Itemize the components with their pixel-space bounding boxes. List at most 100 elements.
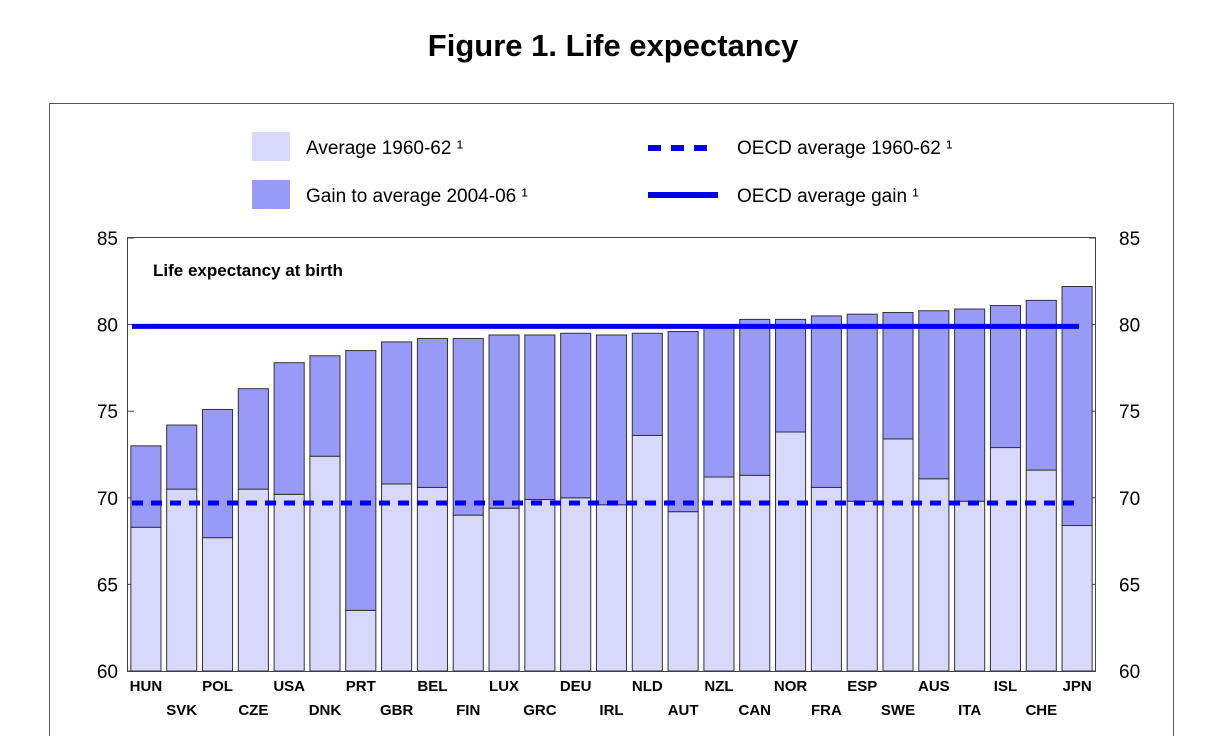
bar-base-nzl	[703, 476, 735, 672]
bar-gain-lux	[488, 334, 520, 509]
x-tick-label-ita: ITA	[958, 702, 981, 719]
y-tick-label-right: 85	[1119, 229, 1140, 250]
bar-base-dnk	[309, 455, 341, 672]
x-tick-label-esp: ESP	[847, 678, 877, 695]
bar-base-gbr	[381, 483, 413, 672]
bar-gain-bel	[416, 337, 448, 488]
bar-gain-irl	[595, 334, 628, 506]
legend-swatch-gain-2004	[252, 180, 290, 209]
bar-gain-cze	[237, 388, 269, 490]
figure-frame	[49, 103, 1174, 736]
bar-gain-gbr	[381, 341, 413, 485]
y-tick-label-left: 65	[97, 575, 118, 596]
bar-base-pol	[201, 537, 234, 672]
reference-lines	[132, 323, 1079, 506]
bar-base-jpn	[1061, 525, 1093, 672]
chart-subtitle: Life expectancy at birth	[153, 261, 343, 280]
x-tick-label-gbr: GBR	[380, 702, 414, 719]
x-tick-label-aut: AUT	[668, 702, 699, 719]
x-tick-label-hun: HUN	[130, 678, 163, 695]
bar-gain-svk	[166, 424, 198, 490]
bar-base-hun	[130, 526, 162, 672]
bar-gain-fin	[452, 337, 484, 516]
bar-gain-can	[739, 318, 771, 476]
x-tick-label-swe: SWE	[881, 702, 915, 719]
bar-base-deu	[560, 497, 592, 672]
bar-base-ita	[954, 500, 986, 672]
x-tick-label-usa: USA	[273, 678, 305, 695]
y-tick-label-right: 75	[1119, 402, 1140, 423]
x-tick-label-aus: AUS	[918, 678, 950, 695]
x-tick-label-fin: FIN	[456, 702, 480, 719]
bar-base-cze	[237, 488, 269, 672]
bars	[130, 285, 1093, 672]
bar-base-irl	[595, 504, 628, 672]
x-tick-label-lux: LUX	[489, 678, 519, 695]
bar-gain-nld	[631, 332, 663, 436]
bar-gain-isl	[989, 305, 1022, 449]
x-tick-label-nld: NLD	[632, 678, 663, 695]
bar-gain-aut	[667, 331, 699, 513]
bar-gain-esp	[846, 313, 878, 502]
x-tick-label-fra: FRA	[811, 702, 842, 719]
x-tick-label-isl: ISL	[994, 678, 1017, 695]
bar-base-isl	[989, 447, 1022, 672]
y-tick-label-left: 75	[97, 402, 118, 423]
bar-base-che	[1025, 469, 1057, 672]
y-tick-label-right: 70	[1119, 489, 1140, 510]
x-tick-label-jpn: JPN	[1062, 678, 1091, 695]
legend-swatch-avg-1960	[252, 132, 290, 161]
bar-base-aut	[667, 511, 699, 672]
y-tick-label-left: 85	[97, 229, 118, 250]
legend-label-oecd-avg-1960: OECD average 1960-62 ¹	[737, 138, 952, 159]
bar-base-can	[739, 474, 771, 672]
bar-base-usa	[273, 493, 305, 672]
bar-gain-nzl	[703, 324, 735, 478]
legend-label-gain-2004: Gain to average 2004-06 ¹	[306, 186, 528, 207]
bar-base-aus	[918, 478, 950, 672]
bar-gain-prt	[345, 350, 377, 611]
x-tick-label-dnk: DNK	[309, 702, 342, 719]
bar-gain-aus	[918, 310, 950, 480]
x-tick-label-grc: GRC	[523, 702, 557, 719]
x-tick-label-deu: DEU	[560, 678, 592, 695]
bar-gain-hun	[130, 445, 162, 528]
legend-label-avg-1960: Average 1960-62 ¹	[306, 138, 463, 159]
figure-title: Figure 1. Life expectancy	[427, 28, 799, 63]
legend: Average 1960-62 ¹ Gain to average 2004-0…	[252, 132, 952, 209]
x-tick-label-nor: NOR	[774, 678, 808, 695]
y-axis-right: 60 65 70 75 80 85	[1089, 229, 1140, 683]
x-tick-label-pol: POL	[202, 678, 233, 695]
bar-base-prt	[345, 609, 377, 672]
x-tick-label-can: CAN	[739, 702, 772, 719]
bar-base-nor	[775, 431, 807, 672]
bar-gain-usa	[273, 362, 305, 495]
x-tick-label-prt: PRT	[346, 678, 376, 695]
y-tick-label-right: 60	[1119, 662, 1140, 683]
y-axis-left: 60 65 70 75 80 85	[97, 229, 134, 683]
x-tick-label-bel: BEL	[417, 678, 447, 695]
y-tick-label-left: 60	[97, 662, 118, 683]
x-tick-label-cze: CZE	[238, 702, 268, 719]
bar-base-fin	[452, 514, 484, 672]
bar-gain-pol	[201, 408, 234, 539]
y-tick-label-left: 70	[97, 489, 118, 510]
bar-gain-nor	[775, 318, 807, 433]
bar-base-nld	[631, 434, 663, 672]
x-tick-label-nzl: NZL	[704, 678, 733, 695]
y-tick-label-right: 65	[1119, 575, 1140, 596]
x-tick-label-che: CHE	[1025, 702, 1057, 719]
bar-gain-fra	[810, 315, 842, 488]
y-tick-label-left: 80	[97, 316, 118, 337]
bar-gain-dnk	[309, 355, 341, 457]
bar-base-esp	[846, 500, 878, 672]
bar-gain-jpn	[1061, 285, 1093, 527]
bar-base-grc	[524, 499, 556, 672]
legend-label-oecd-avg-gain: OECD average gain ¹	[737, 186, 919, 207]
bar-gain-swe	[882, 311, 914, 440]
bar-base-swe	[882, 438, 914, 672]
x-tick-label-irl: IRL	[599, 702, 623, 719]
x-tick-label-svk: SVK	[166, 702, 197, 719]
